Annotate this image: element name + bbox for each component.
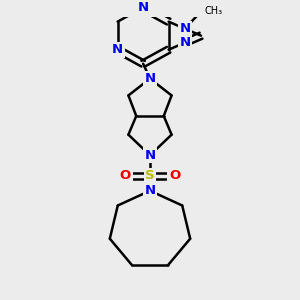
Text: N: N [179,36,191,49]
Text: N: N [144,149,156,162]
Text: N: N [179,22,191,35]
Text: N: N [138,1,149,14]
Text: O: O [169,169,180,182]
Text: O: O [120,169,131,182]
Text: N: N [144,72,156,85]
Text: S: S [145,169,155,182]
Text: CH₃: CH₃ [205,6,223,16]
Text: N: N [112,43,123,56]
Text: N: N [144,184,156,197]
